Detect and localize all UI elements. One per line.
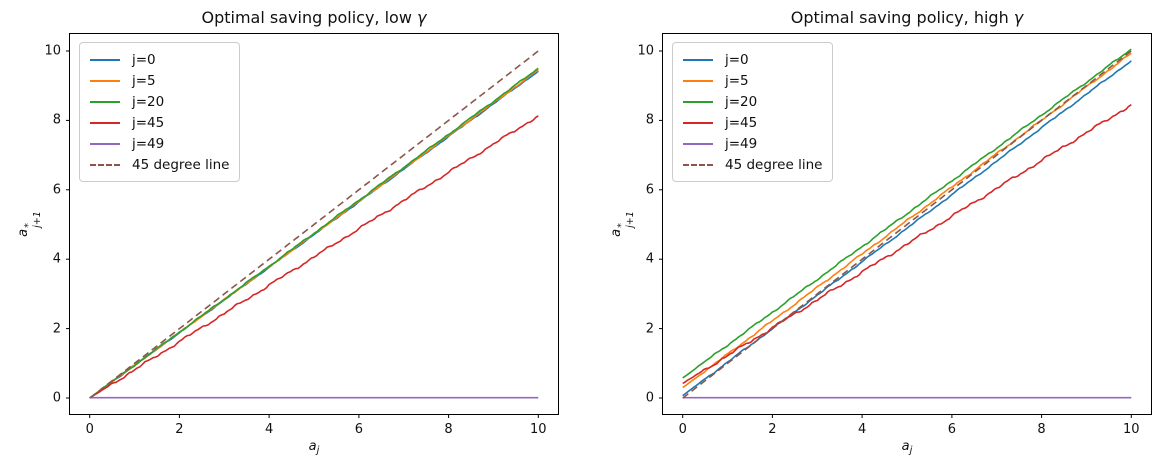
gamma-symbol: γ — [1013, 8, 1024, 27]
legend-line-swatch — [683, 79, 713, 82]
y-tick-label: 10 — [637, 43, 654, 59]
plot-title: Optimal saving policy, high γ — [663, 8, 1151, 27]
y-axis-label-scripts: * j+1 — [23, 211, 43, 228]
legend-item: j=45 — [90, 112, 229, 133]
x-tick-label: 0 — [85, 422, 94, 437]
legend-line-swatch — [683, 163, 713, 166]
legend-item: j=49 — [90, 133, 229, 154]
series-line-45-degree-line — [682, 50, 1132, 399]
legend-line-swatch — [90, 100, 120, 103]
series-line-j-45 — [89, 115, 539, 399]
y-tick-label: 8 — [52, 112, 61, 128]
y-tick-label: 4 — [52, 251, 61, 267]
series-line-45-degree-line — [89, 50, 539, 399]
plot-title-text: Optimal saving policy, high — [790, 8, 1014, 27]
y-tick-label: 8 — [645, 112, 654, 128]
x-tick-label: 2 — [175, 422, 184, 437]
legend-item: j=20 — [683, 91, 822, 112]
gamma-symbol: γ — [417, 8, 427, 27]
y-axis-label-sub: j+1 — [624, 211, 636, 228]
x-axis-label-sub: j — [909, 445, 913, 456]
y-tick-label: 6 — [645, 182, 654, 198]
y-tick-label: 0 — [645, 390, 654, 406]
legend-label: j=20 — [132, 93, 165, 110]
legend-line-swatch — [90, 142, 120, 145]
legend-item: j=5 — [90, 70, 229, 91]
y-axis-label-scripts: * j+1 — [616, 211, 636, 228]
legend-item: j=0 — [683, 49, 822, 70]
series-line-j-20 — [89, 67, 539, 399]
legend-label: j=49 — [725, 135, 758, 152]
x-tick-label: 8 — [444, 422, 453, 437]
legend-line-swatch — [683, 58, 713, 61]
legend-line-swatch — [683, 100, 713, 103]
x-tick-label: 6 — [354, 422, 363, 437]
legend-item: j=49 — [683, 133, 822, 154]
x-tick-label: 0 — [678, 422, 687, 437]
legend-item: j=0 — [90, 49, 229, 70]
legend-label: j=5 — [725, 72, 749, 89]
x-tick-label: 4 — [858, 422, 867, 437]
x-tick-label: 2 — [768, 422, 777, 437]
legend-line-swatch — [683, 142, 713, 145]
legend-label: j=20 — [725, 93, 758, 110]
y-tick-label: 10 — [44, 43, 61, 59]
y-tick-label: 0 — [52, 390, 61, 406]
series-line-j-45 — [682, 104, 1132, 385]
legend-line-swatch — [683, 121, 713, 124]
x-tick-label: 6 — [947, 422, 956, 437]
y-tick-label: 2 — [645, 321, 654, 337]
x-axis-label-sub: j — [316, 445, 320, 456]
x-axis-label-base: a — [308, 439, 317, 454]
y-axis-label-base: a — [16, 228, 31, 237]
x-tick-label: 4 — [265, 422, 274, 437]
subplot-high-gamma: Optimal saving policy, high γ a * j+1 aj j… — [609, 8, 1152, 456]
legend-line-swatch — [90, 163, 120, 166]
legend-item: 45 degree line — [683, 154, 822, 175]
y-tick-label: 6 — [52, 182, 61, 198]
legend: j=0 j=5 j=20 j=45 j=49 45 degree line — [79, 42, 241, 182]
y-axis-label-base: a — [609, 228, 624, 237]
plot-title-text: Optimal saving policy, low — [201, 8, 418, 27]
subplot-low-gamma: Optimal saving policy, low γ a * j+1 aj j=… — [16, 8, 559, 456]
legend-item: 45 degree line — [90, 154, 229, 175]
y-axis-label-wrap: a * j+1 — [16, 34, 43, 414]
y-axis-label: a * j+1 — [609, 211, 636, 237]
legend: j=0 j=5 j=20 j=45 j=49 45 degree line — [672, 42, 834, 182]
y-tick-label: 2 — [52, 321, 61, 337]
x-tick-label: 10 — [1122, 422, 1140, 437]
legend-item: j=45 — [683, 112, 822, 133]
legend-label: j=45 — [725, 114, 758, 131]
x-tick-label: 8 — [1037, 422, 1046, 437]
legend-label: j=0 — [725, 51, 749, 68]
legend-label: 45 degree line — [132, 156, 230, 173]
x-axis-label-base: a — [901, 439, 910, 454]
legend-label: j=0 — [132, 51, 156, 68]
y-axis-label: a * j+1 — [16, 211, 43, 237]
legend-line-swatch — [90, 79, 120, 82]
legend-line-swatch — [90, 58, 120, 61]
legend-label: j=5 — [132, 72, 156, 89]
legend-label: j=45 — [132, 114, 165, 131]
x-tick-label: 10 — [529, 422, 547, 437]
series-line-j-20 — [682, 48, 1132, 379]
legend-label: j=49 — [132, 135, 165, 152]
legend-item: j=5 — [683, 70, 822, 91]
x-axis-label: aj — [663, 439, 1151, 456]
legend-line-swatch — [90, 121, 120, 124]
y-axis-label-wrap: a * j+1 — [609, 34, 636, 414]
y-axis-label-sub: j+1 — [31, 211, 43, 228]
plot-title: Optimal saving policy, low γ — [70, 8, 558, 27]
y-tick-label: 4 — [645, 251, 654, 267]
legend-item: j=20 — [90, 91, 229, 112]
legend-label: 45 degree line — [725, 156, 823, 173]
x-axis-label: aj — [70, 439, 558, 456]
